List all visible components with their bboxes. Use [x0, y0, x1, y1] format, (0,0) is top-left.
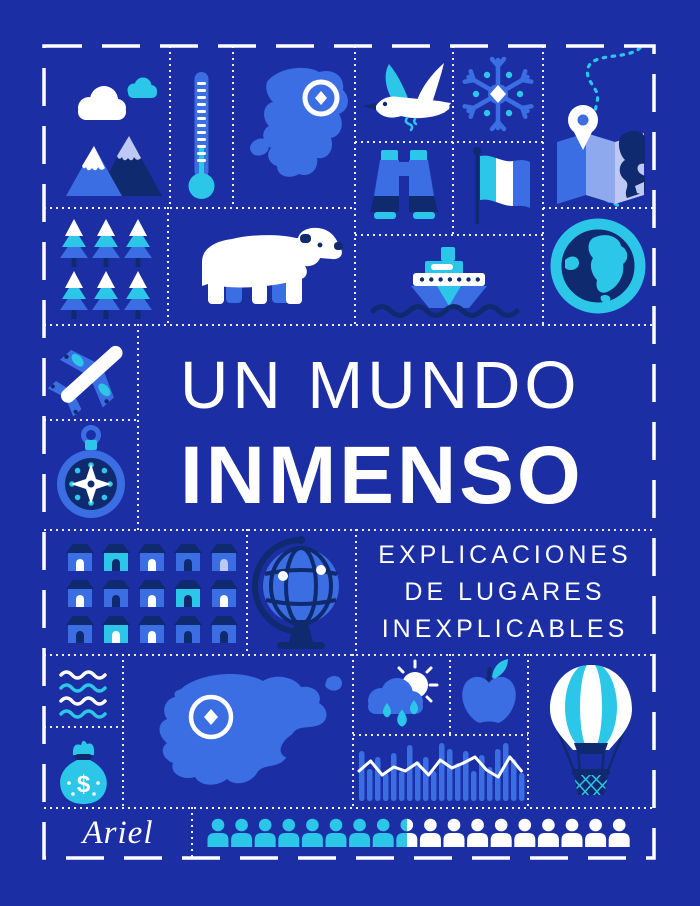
- cell-chart: [353, 735, 528, 808]
- big-island-icon: [159, 674, 342, 785]
- person-icon: [419, 818, 441, 847]
- house-icon: [138, 616, 166, 643]
- person-icon: [254, 818, 276, 847]
- desk-globe-icon: [252, 536, 339, 649]
- person-icon: [231, 818, 253, 847]
- cell-thermometer: [170, 46, 233, 208]
- person-icon: [372, 818, 394, 847]
- cell-map: [543, 46, 654, 208]
- person-icon: [514, 818, 536, 847]
- person-icon: [443, 818, 465, 847]
- globe-icon: [550, 218, 646, 314]
- person-icon: [325, 818, 347, 847]
- house-icon: [66, 616, 94, 643]
- cell-polar-bear: [168, 208, 356, 325]
- cell-balloon: [528, 655, 654, 808]
- person-icon: [537, 818, 559, 847]
- airplane-icon: [47, 345, 123, 417]
- polar-bear-icon: [202, 227, 343, 304]
- house-icon: [66, 580, 94, 607]
- person-icon: [349, 818, 371, 847]
- apple-icon: [462, 659, 516, 723]
- forest-icon: [60, 219, 152, 319]
- person-icon: [467, 818, 489, 847]
- dollar-sign: $: [77, 771, 91, 798]
- rain-sun-icon: [368, 659, 439, 727]
- mountains-clouds-icon: [66, 77, 162, 196]
- house-icon: [174, 544, 202, 571]
- waves-icon: [59, 670, 107, 719]
- cell-snowflake: [453, 46, 543, 142]
- person-icon: [207, 818, 229, 847]
- cell-binoculars: [355, 142, 453, 235]
- cell-ship: [355, 235, 543, 325]
- flag-icon: [473, 147, 530, 224]
- cloud-small-icon: [127, 77, 157, 98]
- cell-apple: [450, 655, 528, 735]
- cell-forest: [44, 208, 168, 325]
- cell-money-bag: $: [44, 727, 123, 808]
- binoculars-icon: [370, 150, 438, 219]
- people-row-icon: [207, 818, 630, 847]
- cell-seagull: [355, 46, 453, 142]
- house-icon: [210, 616, 238, 643]
- cell-big-island: [123, 655, 353, 808]
- book-title: UN MUNDO INMENSO: [180, 352, 584, 517]
- hot-air-balloon-icon: [550, 665, 632, 795]
- cell-people: [192, 808, 654, 858]
- person-icon: [561, 818, 583, 847]
- house-icon: [102, 580, 130, 607]
- house-icon: [102, 616, 130, 643]
- title-line-1: UN MUNDO: [180, 348, 581, 423]
- cell-airplane: [44, 325, 138, 420]
- houses-icon: [66, 544, 238, 643]
- person-icon: [278, 818, 300, 847]
- house-icon: [210, 580, 238, 607]
- seagull-icon: [363, 63, 451, 132]
- compass-icon: [57, 425, 125, 518]
- cell-publisher: Ariel: [44, 808, 192, 858]
- person-icon: [608, 818, 630, 847]
- cell-compass: [44, 420, 138, 530]
- house-icon: [102, 544, 130, 571]
- house-icon: [138, 544, 166, 571]
- title-line-2: INMENSO: [180, 430, 584, 521]
- cell-desk-globe: [247, 530, 356, 655]
- cloud-icon: [78, 86, 126, 120]
- cell-flag: [453, 142, 543, 235]
- ship-icon: [370, 247, 520, 318]
- person-icon: [585, 818, 607, 847]
- map-route-icon: [557, 46, 645, 208]
- cell-globe: [543, 208, 654, 325]
- person-icon: [490, 818, 512, 847]
- house-icon: [138, 580, 166, 607]
- person-icon: [301, 818, 323, 847]
- subtitle-line-2: DE LUGARES: [404, 578, 606, 606]
- island-marker-icon: [250, 67, 348, 177]
- cell-rain-sun: [353, 655, 450, 735]
- snowflake-icon: [462, 56, 534, 132]
- person-icon: [396, 818, 418, 847]
- cell-mountains: [44, 46, 170, 208]
- house-icon: [174, 580, 202, 607]
- thermometer-icon: [188, 72, 215, 199]
- cell-island-north: [233, 46, 355, 208]
- house-icon: [174, 616, 202, 643]
- bar-line-chart-icon: [357, 743, 525, 801]
- house-icon: [210, 544, 238, 571]
- subtitle-line-3: INEXPLICABLES: [381, 615, 629, 643]
- subtitle-line-1: EXPLICACIONES: [378, 541, 632, 569]
- cell-subtitle: EXPLICACIONES DE LUGARES INEXPLICABLES: [356, 530, 654, 655]
- book-subtitle: EXPLICACIONES DE LUGARES INEXPLICABLES: [356, 537, 654, 648]
- publisher-logo: Ariel: [82, 814, 154, 851]
- money-bag-icon: $: [60, 740, 107, 804]
- cell-houses: [44, 530, 247, 655]
- house-icon: [66, 544, 94, 571]
- cell-waves: [44, 655, 123, 727]
